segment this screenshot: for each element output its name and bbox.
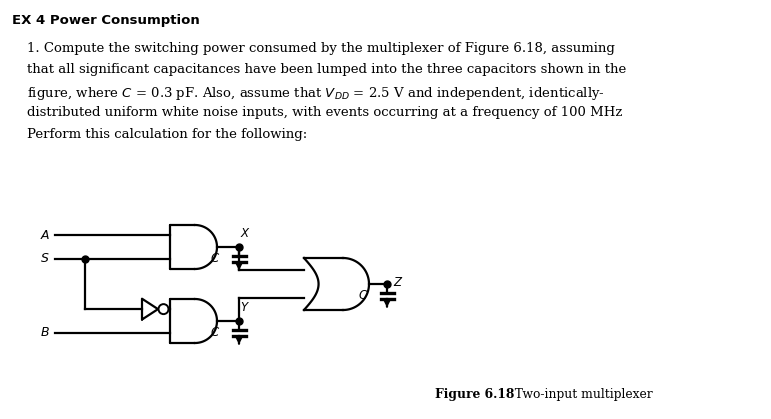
Text: Figure 6.18: Figure 6.18	[435, 388, 514, 401]
Text: Perform this calculation for the following:: Perform this calculation for the followi…	[27, 128, 308, 141]
Text: $C$: $C$	[358, 289, 368, 302]
Text: Two-input multiplexer: Two-input multiplexer	[507, 388, 652, 401]
Text: $C$: $C$	[210, 326, 220, 339]
Text: EX 4 Power Consumption: EX 4 Power Consumption	[12, 14, 200, 27]
Text: $Y$: $Y$	[240, 301, 250, 314]
Text: figure, where $C$ = 0.3 pF. Also, assume that $V_{DD}$ = 2.5 V and independent, : figure, where $C$ = 0.3 pF. Also, assume…	[27, 85, 605, 102]
Text: $B$: $B$	[40, 326, 50, 339]
Text: $S$: $S$	[40, 252, 50, 265]
Text: $C$: $C$	[210, 251, 220, 264]
Text: $X$: $X$	[240, 227, 251, 240]
Text: $A$: $A$	[39, 229, 50, 242]
Text: that all significant capacitances have been lumped into the three capacitors sho: that all significant capacitances have b…	[27, 63, 626, 76]
Text: distributed uniform white noise inputs, with events occurring at a frequency of : distributed uniform white noise inputs, …	[27, 106, 622, 119]
Text: 1. Compute the switching power consumed by the multiplexer of Figure 6.18, assum: 1. Compute the switching power consumed …	[27, 42, 615, 55]
Text: $Z$: $Z$	[393, 277, 403, 290]
